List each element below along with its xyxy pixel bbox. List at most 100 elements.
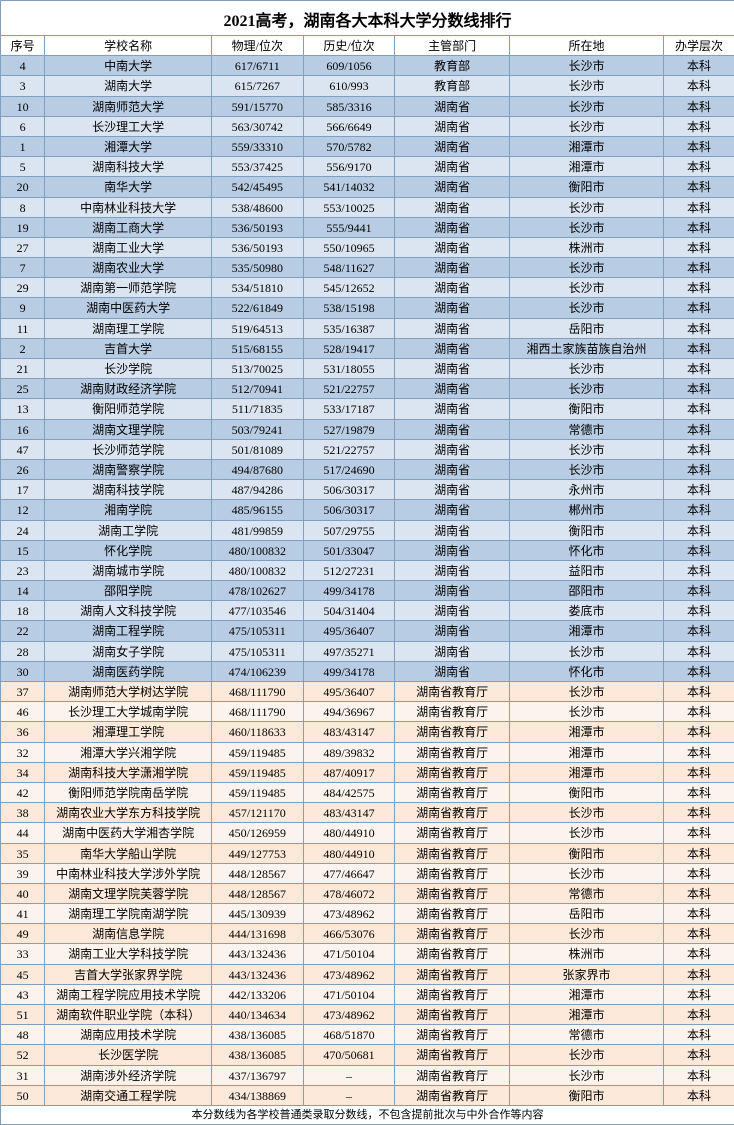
cell: 460/118633 <box>211 722 303 742</box>
cell: 457/121170 <box>211 803 303 823</box>
cell: 湖南省教育厅 <box>395 782 510 802</box>
cell: 25 <box>1 379 45 399</box>
cell: 542/45495 <box>211 177 303 197</box>
cell: 585/3316 <box>303 96 395 116</box>
cell: 中南大学 <box>45 56 212 76</box>
cell: 494/36967 <box>303 702 395 722</box>
cell: 48 <box>1 1025 45 1045</box>
cell: 湖南省 <box>395 520 510 540</box>
cell: 岳阳市 <box>509 318 663 338</box>
cell: 545/12652 <box>303 278 395 298</box>
table-row: 27湖南工业大学536/50193550/10965湖南省株洲市本科 <box>1 237 734 257</box>
cell: 怀化市 <box>509 661 663 681</box>
cell: 长沙市 <box>509 76 663 96</box>
cell: 湖南工商大学 <box>45 217 212 237</box>
cell: 湖南城市学院 <box>45 560 212 580</box>
cell: 常德市 <box>509 419 663 439</box>
cell: 湖南省 <box>395 136 510 156</box>
cell: 湖南第一师范学院 <box>45 278 212 298</box>
cell: 湘潭市 <box>509 742 663 762</box>
cell: 本科 <box>664 399 734 419</box>
table-row: 12湘南学院485/96155506/30317湖南省郴州市本科 <box>1 500 734 520</box>
cell: 湖南省 <box>395 379 510 399</box>
cell: 娄底市 <box>509 601 663 621</box>
cell: 473/48962 <box>303 1005 395 1025</box>
cell: 教育部 <box>395 56 510 76</box>
cell: 489/39832 <box>303 742 395 762</box>
col-header-5: 所在地 <box>509 36 663 56</box>
cell: 湖南省 <box>395 661 510 681</box>
cell: 湖南省 <box>395 419 510 439</box>
cell: 湖南涉外经济学院 <box>45 1065 212 1085</box>
cell: 548/11627 <box>303 258 395 278</box>
table-row: 22湖南工程学院475/105311495/36407湖南省湘潭市本科 <box>1 621 734 641</box>
cell: 湖南省教育厅 <box>395 1005 510 1025</box>
cell: 本科 <box>664 661 734 681</box>
cell: 湘西土家族苗族自治州 <box>509 338 663 358</box>
cell: 长沙师范学院 <box>45 439 212 459</box>
cell: 湖南省 <box>395 217 510 237</box>
cell: 512/27231 <box>303 560 395 580</box>
cell: 18 <box>1 601 45 621</box>
cell: 450/126959 <box>211 823 303 843</box>
table-row: 40湖南文理学院芙蓉学院448/128567478/46072湖南省教育厅常德市… <box>1 883 734 903</box>
cell: 440/134634 <box>211 1005 303 1025</box>
cell: 长沙市 <box>509 116 663 136</box>
cell: 湖南农业大学 <box>45 258 212 278</box>
table-row: 24湖南工学院481/99859507/29755湖南省衡阳市本科 <box>1 520 734 540</box>
cell: 563/30742 <box>211 116 303 136</box>
cell: 39 <box>1 863 45 883</box>
cell: 本科 <box>664 944 734 964</box>
cell: 33 <box>1 944 45 964</box>
cell: 536/50193 <box>211 217 303 237</box>
cell: 湖南省 <box>395 540 510 560</box>
cell: 湖南省教育厅 <box>395 883 510 903</box>
cell: 湖南信息学院 <box>45 924 212 944</box>
cell: 湖南省教育厅 <box>395 863 510 883</box>
cell: 494/87680 <box>211 459 303 479</box>
cell: 常德市 <box>509 1025 663 1045</box>
cell: 湖南省 <box>395 278 510 298</box>
cell: 473/48962 <box>303 904 395 924</box>
cell: 本科 <box>664 601 734 621</box>
cell: 湖南交通工程学院 <box>45 1085 212 1105</box>
cell: 51 <box>1 1005 45 1025</box>
cell: 1 <box>1 136 45 156</box>
cell: 473/48962 <box>303 964 395 984</box>
page-title: 2021高考，湖南各大本科大学分数线排行 <box>1 1 734 36</box>
table-row: 46长沙理工大学城南学院468/111790494/36967湖南省教育厅长沙市… <box>1 702 734 722</box>
cell: 湖南省教育厅 <box>395 1045 510 1065</box>
cell: 531/18055 <box>303 359 395 379</box>
cell: 22 <box>1 621 45 641</box>
cell: 541/14032 <box>303 177 395 197</box>
cell: 湘潭市 <box>509 762 663 782</box>
cell: 湖南省 <box>395 601 510 621</box>
table-row: 2吉首大学515/68155528/19417湖南省湘西土家族苗族自治州本科 <box>1 338 734 358</box>
table-row: 25湖南财政经济学院512/70941521/22757湖南省长沙市本科 <box>1 379 734 399</box>
cell: 566/6649 <box>303 116 395 136</box>
cell: 长沙市 <box>509 217 663 237</box>
cell: 湖南省教育厅 <box>395 1085 510 1105</box>
cell: 湖南中医药大学湘杏学院 <box>45 823 212 843</box>
cell: 511/71835 <box>211 399 303 419</box>
cell: 31 <box>1 1065 45 1085</box>
cell: 南华大学船山学院 <box>45 843 212 863</box>
table-row: 9湖南中医药大学522/61849538/15198湖南省长沙市本科 <box>1 298 734 318</box>
cell: 长沙市 <box>509 96 663 116</box>
cell: 481/99859 <box>211 520 303 540</box>
cell: 13 <box>1 399 45 419</box>
cell: 17 <box>1 480 45 500</box>
cell: 538/15198 <box>303 298 395 318</box>
cell: 20 <box>1 177 45 197</box>
cell: 28 <box>1 641 45 661</box>
cell: 本科 <box>664 419 734 439</box>
cell: 495/36407 <box>303 682 395 702</box>
cell: 443/132436 <box>211 964 303 984</box>
cell: 本科 <box>664 439 734 459</box>
cell: 501/81089 <box>211 439 303 459</box>
cell: 湖南省教育厅 <box>395 742 510 762</box>
cell: 24 <box>1 520 45 540</box>
cell: 本科 <box>664 1005 734 1025</box>
cell: 32 <box>1 742 45 762</box>
col-header-6: 办学层次 <box>664 36 734 56</box>
